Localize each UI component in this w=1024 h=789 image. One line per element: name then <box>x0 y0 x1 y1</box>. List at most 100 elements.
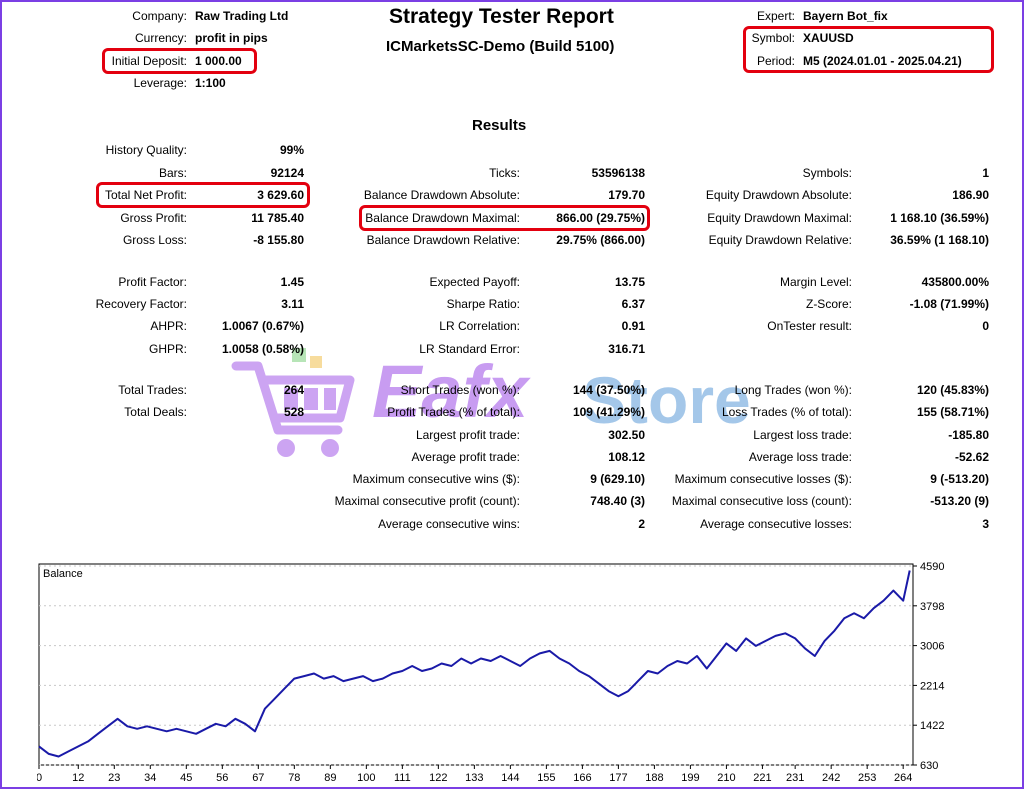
profit-factor-value: 1.45 <box>280 275 304 289</box>
expected-payoff-value: 13.75 <box>614 275 645 289</box>
ontester-result-label: OnTester result: <box>767 319 852 333</box>
equity-drawdown-relative-label: Equity Drawdown Relative: <box>708 233 852 247</box>
x-tick-label: 78 <box>288 772 300 784</box>
balance-drawdown-relative-label: Balance Drawdown Relative: <box>366 233 520 247</box>
short-trades-won-value: 144 (37.50%) <box>572 383 645 397</box>
maximum-consecutive-losses-value: 9 (-513.20) <box>930 472 989 486</box>
bars-value: 92124 <box>270 166 304 180</box>
ticks-value: 53596138 <box>591 166 645 180</box>
average-consecutive-wins-value: 2 <box>638 517 645 531</box>
equity-drawdown-maximal-label: Equity Drawdown Maximal: <box>707 211 852 225</box>
margin-level-label: Margin Level: <box>779 275 852 289</box>
largest-loss-trade-value: -185.80 <box>948 428 989 442</box>
x-tick-label: 23 <box>108 772 120 784</box>
total-trades-value: 264 <box>283 383 304 397</box>
lr-correlation-label: LR Correlation: <box>439 319 520 333</box>
history-quality-label: History Quality: <box>105 143 187 157</box>
sharpe-ratio-label: Sharpe Ratio: <box>446 297 520 311</box>
x-tick-label: 253 <box>858 772 876 784</box>
x-tick-label: 231 <box>786 772 804 784</box>
largest-loss-trade-label: Largest loss trade: <box>753 428 852 442</box>
symbol-label: Symbol: <box>751 31 795 45</box>
balance-chart: 630 1422 2214 3006 3798 4590 0 12 23 34 45 56 67 78 89… <box>36 561 1017 786</box>
average-profit-trade-label: Average profit trade: <box>411 450 520 464</box>
symbols-label: Symbols: <box>802 166 852 180</box>
balance-series-line <box>38 570 911 758</box>
largest-profit-trade-value: 302.50 <box>608 428 645 442</box>
long-trades-won-value: 120 (45.83%) <box>916 383 989 397</box>
company-label: Company: <box>132 9 187 23</box>
maximal-consecutive-loss-count-value: -513.20 (9) <box>930 494 989 508</box>
highlight-balance-drawdown-maximal <box>359 205 650 231</box>
maximum-consecutive-wins-label: Maximum consecutive wins ($): <box>352 472 520 486</box>
long-trades-won-label: Long Trades (won %): <box>734 383 852 397</box>
ghpr-label: GHPR: <box>148 342 187 356</box>
gross-loss-value: -8 155.80 <box>253 233 304 247</box>
period-value: M5 (2024.01.01 - 2025.04.21) <box>803 54 962 68</box>
ticks-label: Ticks: <box>489 166 520 180</box>
y-tick-label: 2214 <box>920 680 944 692</box>
x-tick-label: 100 <box>357 772 375 784</box>
recovery-factor-value: 3.11 <box>281 297 304 311</box>
cart-icon <box>231 348 355 457</box>
equity-drawdown-relative-value: 36.59% (1 168.10) <box>890 233 989 247</box>
x-tick-label: 221 <box>753 772 771 784</box>
x-tick-label: 34 <box>144 772 156 784</box>
x-tick-label: 67 <box>252 772 264 784</box>
gross-profit-value: 11 785.40 <box>251 211 304 225</box>
x-tick-label: 177 <box>609 772 627 784</box>
expert-label: Expert: <box>756 9 795 23</box>
balance-drawdown-absolute-value: 179.70 <box>608 188 645 202</box>
gross-profit-label: Gross Profit: <box>120 211 187 225</box>
balance-chart-svg: 630 1422 2214 3006 3798 4590 0 12 23 34 45 56 67 78 89… <box>36 561 945 784</box>
watermark-logo <box>228 330 808 470</box>
ghpr-value: 1.0058 (0.58%) <box>221 342 304 356</box>
currency-label: Currency: <box>134 31 187 45</box>
balance-drawdown-maximal-value: 866.00 (29.75%) <box>556 211 645 225</box>
total-net-profit-value: 3 629.60 <box>257 188 304 202</box>
lr-standard-error-label: LR Standard Error: <box>419 342 520 356</box>
results-heading: Results <box>472 117 527 134</box>
expected-payoff-label: Expected Payoff: <box>429 275 520 289</box>
bars-label: Bars: <box>158 166 187 180</box>
initial-deposit-value: 1 000.00 <box>195 54 242 68</box>
recovery-factor-label: Recovery Factor: <box>95 297 187 311</box>
ontester-result-value: 0 <box>982 319 989 333</box>
gross-loss-label: Gross Loss: <box>122 233 187 247</box>
y-tick-label: 630 <box>920 760 938 772</box>
lr-correlation-value: 0.91 <box>621 319 645 333</box>
symbol-value: XAUUSD <box>803 31 854 45</box>
average-consecutive-losses-label: Average consecutive losses: <box>700 517 852 531</box>
highlight-initial-deposit <box>102 48 257 74</box>
highlight-total-net-profit <box>96 182 310 208</box>
maximal-consecutive-profit-count-value: 748.40 (3) <box>590 494 645 508</box>
initial-deposit-label: Initial Deposit: <box>111 54 187 68</box>
total-deals-value: 528 <box>283 405 304 419</box>
x-tick-label: 188 <box>645 772 663 784</box>
profit-trades-of-total-value: 109 (41.29%) <box>572 405 645 419</box>
average-loss-trade-label: Average loss trade: <box>748 450 852 464</box>
maximal-consecutive-loss-count-label: Maximal consecutive loss (count): <box>671 494 852 508</box>
lr-standard-error-value: 316.71 <box>608 342 645 356</box>
history-quality-value: 99% <box>279 143 304 157</box>
x-tick-label: 166 <box>573 772 591 784</box>
z-score-label: Z-Score: <box>805 297 852 311</box>
maximum-consecutive-wins-value: 9 (629.10) <box>590 472 645 486</box>
leverage-value: 1:100 <box>195 76 226 90</box>
x-tick-label: 264 <box>894 772 912 784</box>
loss-trades-of-total-value: 155 (58.71%) <box>916 405 989 419</box>
x-tick-label: 111 <box>394 772 411 784</box>
highlight-symbol-period <box>743 26 994 73</box>
x-tick-label: 210 <box>717 772 735 784</box>
y-tick-label: 1422 <box>920 720 944 732</box>
x-tick-label: 133 <box>465 772 483 784</box>
equity-drawdown-maximal-value: 1 168.10 (36.59%) <box>890 211 989 225</box>
expert-value: Bayern Bot_fix <box>803 9 888 23</box>
x-tick-label: 89 <box>324 772 336 784</box>
profit-trades-of-total-label: Profit Trades (% of total): <box>387 405 520 419</box>
balance-drawdown-relative-value: 29.75% (866.00) <box>556 233 645 247</box>
company-value: Raw Trading Ltd <box>195 9 289 23</box>
ahpr-label: AHPR: <box>150 319 187 333</box>
x-tick-label: 12 <box>72 772 84 784</box>
currency-value: profit in pips <box>195 31 268 45</box>
